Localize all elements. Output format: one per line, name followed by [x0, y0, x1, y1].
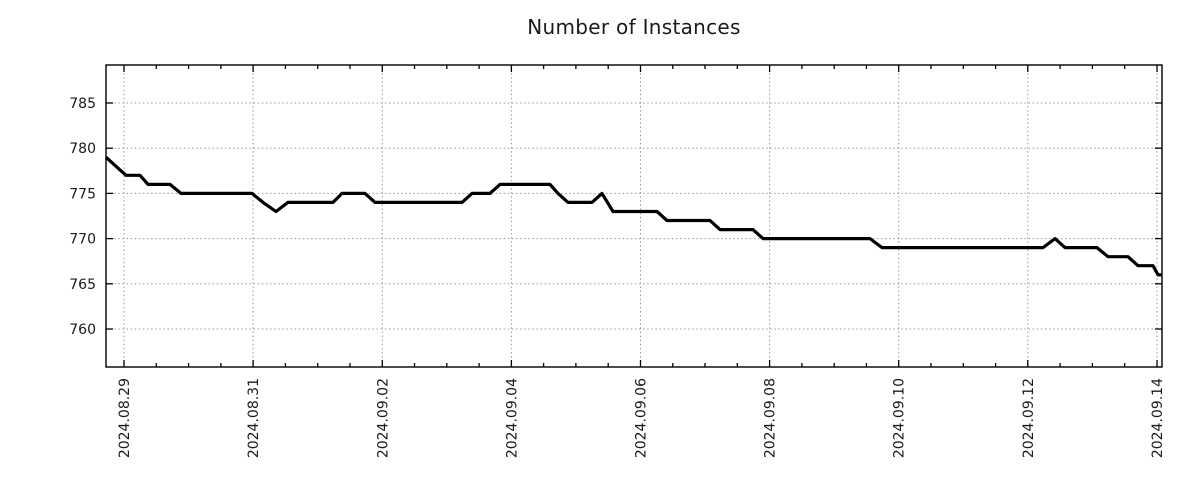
- chart-title: Number of Instances: [527, 15, 741, 39]
- x-tick-label: 2024.09.14: [1150, 378, 1166, 458]
- y-tick-label: 780: [69, 141, 96, 157]
- y-tick-label: 785: [69, 96, 96, 112]
- y-tick-label: 765: [69, 277, 96, 293]
- series-line-instances: [104, 156, 1162, 277]
- y-tick-label: 775: [69, 186, 96, 202]
- y-tick-label: 760: [69, 322, 96, 338]
- x-tick-label: 2024.09.04: [504, 378, 520, 458]
- x-tick-label: 2024.08.29: [117, 378, 133, 458]
- x-tick-label: 2024.09.02: [375, 378, 391, 458]
- plot-border: [105, 64, 1163, 368]
- x-tick-label: 2024.08.31: [246, 378, 262, 458]
- x-tick-label: 2024.09.08: [763, 378, 779, 458]
- x-tick-label: 2024.09.06: [633, 378, 649, 458]
- x-tick-label: 2024.09.12: [1021, 378, 1037, 458]
- y-tick-label: 770: [69, 232, 96, 248]
- x-tick-label: 2024.09.10: [892, 378, 908, 458]
